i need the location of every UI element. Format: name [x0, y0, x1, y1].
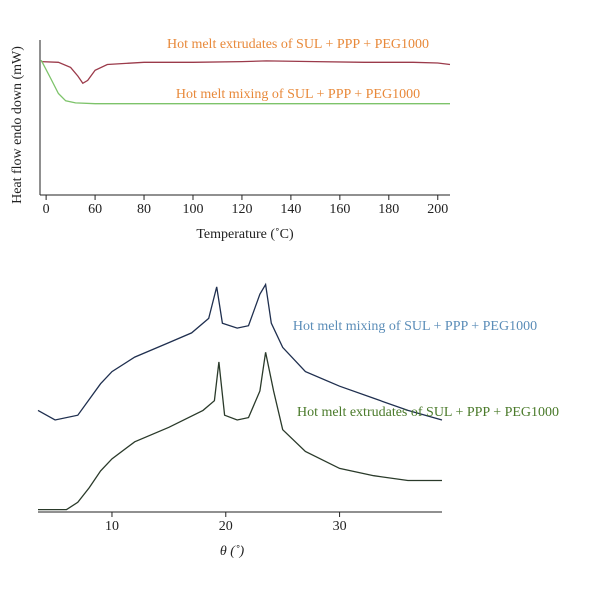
- x-tick-label: 160: [329, 202, 350, 217]
- x-axis-label: Temperature (˚C): [196, 227, 294, 242]
- series-label: Hot melt extrudates of SUL + PPP + PEG10…: [297, 405, 559, 420]
- x-tick-label: 140: [280, 202, 301, 217]
- series-label: Hot melt extrudates of SUL + PPP + PEG10…: [167, 37, 429, 52]
- series-line: [37, 282, 443, 421]
- x-tick-label: 30: [333, 519, 347, 534]
- x-tick-label: 80: [137, 202, 151, 217]
- y-axis-label: Heat flow endo down (mW): [10, 46, 25, 204]
- series-line: [40, 59, 450, 105]
- x-tick-label: 180: [378, 202, 399, 217]
- x-tick-label: 200: [427, 202, 448, 217]
- series-line: [41, 60, 451, 85]
- series-label: Hot melt mixing of SUL + PPP + PEG1000: [293, 319, 537, 334]
- x-tick-label: 20: [219, 519, 233, 534]
- x-tick-label: 100: [182, 202, 203, 217]
- x-tick-label: 60: [88, 202, 102, 217]
- x-tick-label: 10: [105, 519, 119, 534]
- x-axis-label: θ (˚): [220, 544, 245, 559]
- x-tick-label: 0: [43, 202, 50, 217]
- x-tick-label: 120: [231, 202, 252, 217]
- series-label: Hot melt mixing of SUL + PPP + PEG1000: [176, 87, 420, 102]
- series-line: [38, 352, 442, 511]
